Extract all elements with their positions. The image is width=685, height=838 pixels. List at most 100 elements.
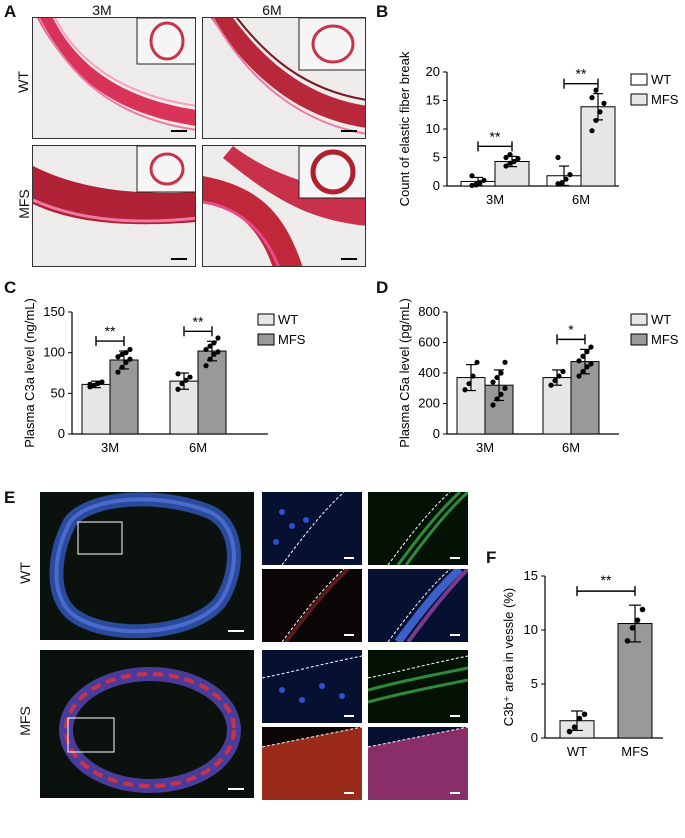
b-legend-label-mfs: MFS bbox=[651, 92, 679, 107]
c-y-tick-label: 150 bbox=[43, 304, 65, 319]
b-data-point bbox=[593, 87, 599, 93]
d-y-tick-label: 600 bbox=[418, 335, 440, 350]
chart-c: 0 50 100 150 Plasma C3a level (ng/mL) 3M ** 6M *… bbox=[22, 298, 306, 455]
fluorescence-mfs-elastin-zoom-image bbox=[368, 650, 468, 723]
c-data-point bbox=[115, 354, 121, 360]
c-data-point bbox=[87, 381, 93, 387]
d-data-point bbox=[462, 387, 468, 393]
panel-a-row-label-mfs: MFS bbox=[16, 189, 32, 219]
c-bar-mfs-3m bbox=[109, 359, 139, 435]
d-y-tick-label: 400 bbox=[418, 365, 440, 380]
d-data-point bbox=[548, 382, 554, 388]
panel-letter-b: B bbox=[376, 2, 389, 21]
d-y-tick-label: 800 bbox=[418, 304, 440, 319]
d-legend-label-mfs: MFS bbox=[651, 332, 679, 347]
f-data-point bbox=[566, 728, 573, 735]
f-bar-mfs bbox=[617, 623, 653, 739]
b-legend-label-wt: WT bbox=[651, 72, 671, 87]
f-data-point bbox=[629, 625, 636, 631]
histology-mfs-6m-image bbox=[202, 145, 366, 267]
d-data-point bbox=[584, 349, 590, 355]
panel-letter-a: A bbox=[4, 2, 17, 21]
fluorescence-wt-c3b-zoom-image bbox=[262, 569, 362, 642]
b-data-point bbox=[597, 109, 603, 115]
c-data-point bbox=[211, 340, 217, 346]
histology-wt-6m-image bbox=[202, 17, 366, 139]
c-data-point bbox=[183, 377, 189, 383]
b-legend-swatch-mfs bbox=[630, 93, 648, 106]
d-data-point bbox=[498, 391, 504, 397]
d-data-point bbox=[580, 368, 586, 375]
b-data-point bbox=[555, 154, 561, 161]
c-data-point bbox=[127, 356, 133, 362]
f-x-tick-label: WT bbox=[567, 744, 587, 759]
f-data-point bbox=[634, 617, 641, 624]
f-data-point bbox=[624, 638, 631, 644]
f-y-tick-label: 0 bbox=[531, 730, 538, 745]
fluorescence-wt-merge-zoom-image bbox=[368, 569, 468, 642]
c-data-point bbox=[179, 380, 185, 387]
panel-letter-e: E bbox=[4, 488, 16, 507]
b-data-point bbox=[503, 163, 509, 169]
d-bar-wt-6m bbox=[542, 377, 572, 435]
f-y-axis-label: C3b⁺ area in vessle (%) bbox=[501, 588, 516, 726]
c-data-point bbox=[215, 349, 221, 355]
b-x-tick-label: 3M bbox=[486, 192, 504, 207]
c-data-point bbox=[119, 364, 125, 370]
c-legend-label-mfs: MFS bbox=[278, 332, 306, 347]
d-data-point bbox=[584, 364, 590, 370]
d-x-tick-label: 3M bbox=[476, 440, 494, 455]
fluorescence-mfs-dapi-zoom-image bbox=[262, 650, 362, 723]
c-data-point bbox=[91, 382, 97, 388]
f-x-tick-label: MFS bbox=[621, 744, 649, 759]
d-data-point bbox=[490, 379, 496, 385]
c-data-point bbox=[175, 386, 181, 392]
c-data-point bbox=[123, 359, 129, 366]
b-data-point bbox=[589, 128, 595, 134]
fluorescence-wt-overview-image bbox=[40, 492, 254, 640]
c-significance-label: ** bbox=[105, 323, 116, 339]
c-data-point bbox=[187, 374, 193, 380]
histology-wt-3m-image bbox=[32, 17, 196, 139]
d-data-point bbox=[502, 385, 508, 391]
panel-letter-f: F bbox=[486, 548, 497, 567]
c-y-axis-label: Plasma C3a level (ng/mL) bbox=[22, 298, 37, 448]
chart-d: 0 200 400 600 800 Plasma C5a level (pg/mL) 3M 6… bbox=[397, 298, 679, 455]
c-data-point bbox=[115, 369, 121, 375]
d-data-point bbox=[576, 373, 582, 379]
d-data-point bbox=[490, 402, 496, 408]
b-x-tick-label: 6M bbox=[572, 192, 590, 207]
chart-f: 0 5 10 15 C3b⁺ area in vessle (%) WT MFS ** bbox=[501, 568, 663, 759]
d-data-point bbox=[498, 370, 504, 376]
b-y-tick-label: 10 bbox=[426, 121, 440, 136]
b-significance-label: ** bbox=[490, 128, 501, 144]
d-x-tick-label: 6M bbox=[562, 440, 580, 455]
c-y-tick-label: 100 bbox=[43, 345, 65, 360]
d-data-point bbox=[560, 368, 566, 375]
f-significance-label: ** bbox=[601, 572, 612, 588]
d-legend-label-wt: WT bbox=[651, 312, 671, 327]
d-data-point bbox=[580, 353, 586, 359]
f-y-tick-label: 10 bbox=[524, 622, 538, 637]
c-data-point bbox=[119, 351, 125, 357]
b-data-point bbox=[507, 152, 513, 158]
f-data-point bbox=[571, 724, 578, 730]
c-data-point bbox=[99, 379, 105, 385]
c-y-tick-label: 0 bbox=[58, 426, 65, 441]
b-data-point bbox=[507, 160, 513, 166]
d-data-point bbox=[470, 373, 476, 379]
c-legend-swatch-wt bbox=[257, 313, 275, 326]
c-data-point bbox=[123, 350, 129, 356]
chart-b: 0 5 10 15 20 Count of elastic fiber break 3M **… bbox=[397, 51, 679, 207]
c-legend-label-wt: WT bbox=[278, 312, 298, 327]
c-data-point bbox=[215, 335, 221, 341]
b-y-axis-label: Count of elastic fiber break bbox=[397, 51, 412, 206]
d-data-point bbox=[494, 396, 500, 402]
b-data-point bbox=[503, 154, 509, 161]
d-data-point bbox=[494, 374, 500, 381]
d-data-point bbox=[552, 378, 558, 384]
c-bar-wt-6m bbox=[169, 380, 199, 435]
d-data-point bbox=[588, 344, 594, 350]
f-data-point bbox=[581, 711, 588, 718]
d-significance-label: * bbox=[568, 321, 574, 337]
